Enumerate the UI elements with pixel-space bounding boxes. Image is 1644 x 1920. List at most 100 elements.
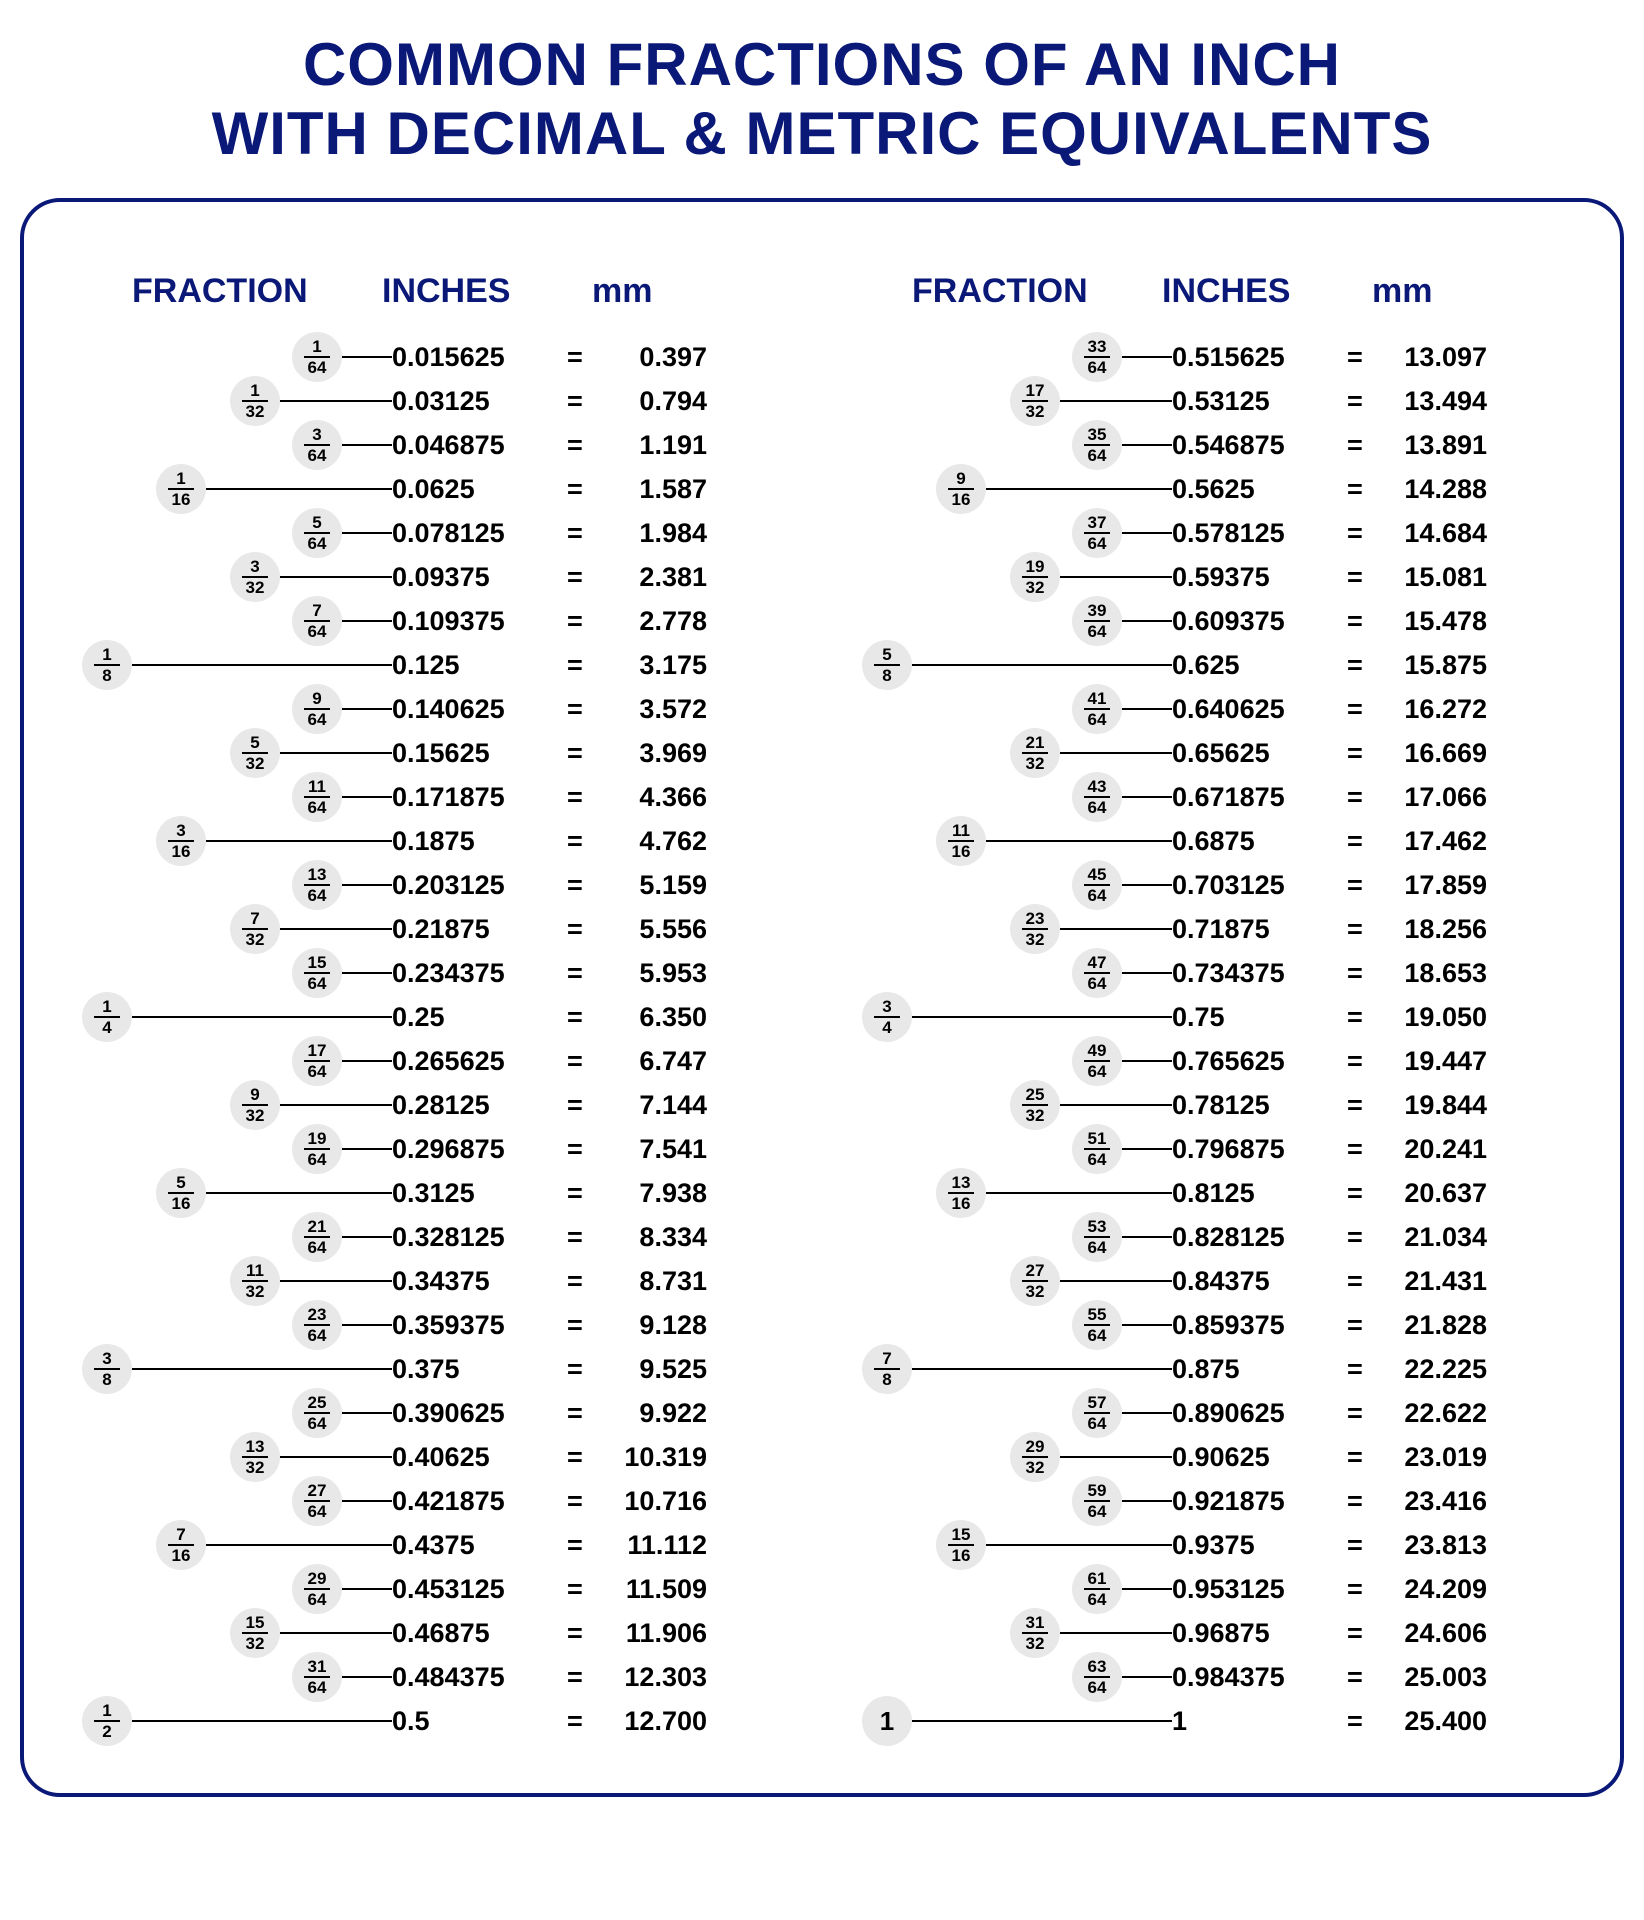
- equals-sign: =: [567, 650, 597, 681]
- fraction-pill: 2732: [1010, 1256, 1060, 1306]
- inches-value: 0.015625: [392, 342, 567, 373]
- conversion-row: 11160.6875=17.462: [852, 819, 1572, 863]
- equals-sign: =: [1347, 1178, 1377, 1209]
- inches-value: 0.109375: [392, 606, 567, 637]
- mm-value: 8.731: [597, 1266, 707, 1297]
- fraction-pill: 2764: [292, 1476, 342, 1526]
- equals-sign: =: [567, 474, 597, 505]
- conversion-row: 1640.015625=0.397: [72, 335, 792, 379]
- equals-sign: =: [567, 430, 597, 461]
- equals-sign: =: [567, 1662, 597, 1693]
- mm-value: 10.716: [597, 1486, 707, 1517]
- inches-value: 0.078125: [392, 518, 567, 549]
- mm-value: 11.112: [597, 1530, 707, 1561]
- mm-value: 15.081: [1377, 562, 1487, 593]
- conversion-row: 120.5=12.700: [72, 1699, 792, 1743]
- inches-value: 0.96875: [1172, 1618, 1347, 1649]
- equals-sign: =: [567, 782, 597, 813]
- fraction-pill: 2532: [1010, 1080, 1060, 1130]
- inches-value: 0.3125: [392, 1178, 567, 1209]
- equals-sign: =: [1347, 1310, 1377, 1341]
- mm-value: 9.922: [597, 1398, 707, 1429]
- fraction-pill: 3164: [292, 1652, 342, 1702]
- conversion-row: 31640.484375=12.303: [72, 1655, 792, 1699]
- inches-value: 0.734375: [1172, 958, 1347, 989]
- conversion-row: 37640.578125=14.684: [852, 511, 1572, 555]
- conversion-row: 33640.515625=13.097: [852, 335, 1572, 379]
- equals-sign: =: [567, 826, 597, 857]
- equals-sign: =: [1347, 1266, 1377, 1297]
- fraction-pill: 132: [230, 376, 280, 426]
- inches-value: 0.71875: [1172, 914, 1347, 945]
- mm-value: 7.144: [597, 1090, 707, 1121]
- mm-value: 15.478: [1377, 606, 1487, 637]
- header-mm: mm: [572, 272, 792, 311]
- equals-sign: =: [1347, 386, 1377, 417]
- fraction-pill: 732: [230, 904, 280, 954]
- mm-value: 13.891: [1377, 430, 1487, 461]
- inches-value: 0.53125: [1172, 386, 1347, 417]
- equals-sign: =: [1347, 1002, 1377, 1033]
- equals-sign: =: [1347, 694, 1377, 725]
- conversion-row: 29640.453125=11.509: [72, 1567, 792, 1611]
- equals-sign: =: [567, 1706, 597, 1737]
- inches-value: 0.609375: [1172, 606, 1347, 637]
- fraction-pill: 3964: [1072, 596, 1122, 646]
- inches-value: 0.265625: [392, 1046, 567, 1077]
- equals-sign: =: [1347, 1662, 1377, 1693]
- mm-value: 20.241: [1377, 1134, 1487, 1165]
- conversion-row: 47640.734375=18.653: [852, 951, 1572, 995]
- equals-sign: =: [567, 606, 597, 637]
- conversion-row: 25640.390625=9.922: [72, 1391, 792, 1435]
- mm-value: 11.906: [597, 1618, 707, 1649]
- inches-value: 0.1875: [392, 826, 567, 857]
- mm-value: 6.747: [597, 1046, 707, 1077]
- conversion-row: 13640.203125=5.159: [72, 863, 792, 907]
- inches-value: 0.140625: [392, 694, 567, 725]
- mm-value: 21.034: [1377, 1222, 1487, 1253]
- inches-value: 0.171875: [392, 782, 567, 813]
- fraction-pill: 4364: [1072, 772, 1122, 822]
- fraction-pill: 2332: [1010, 904, 1060, 954]
- fraction-pill: 116: [156, 464, 206, 514]
- conversion-row: 3160.1875=4.762: [72, 819, 792, 863]
- mm-value: 7.938: [597, 1178, 707, 1209]
- mm-value: 1.984: [597, 518, 707, 549]
- conversion-row: 19640.296875=7.541: [72, 1127, 792, 1171]
- inches-value: 0.34375: [392, 1266, 567, 1297]
- fraction-pill: 516: [156, 1168, 206, 1218]
- fraction-pill: 12: [82, 1696, 132, 1746]
- column-headers: FRACTIONINCHESmm: [852, 272, 1572, 311]
- fraction-pill: 1164: [292, 772, 342, 822]
- equals-sign: =: [1347, 1618, 1377, 1649]
- inches-value: 0.0625: [392, 474, 567, 505]
- inches-value: 0.859375: [1172, 1310, 1347, 1341]
- fraction-pill: 916: [936, 464, 986, 514]
- mm-value: 21.828: [1377, 1310, 1487, 1341]
- mm-value: 0.794: [597, 386, 707, 417]
- fraction-pill: 1932: [1010, 552, 1060, 602]
- conversion-row: 5640.078125=1.984: [72, 511, 792, 555]
- equals-sign: =: [567, 1486, 597, 1517]
- mm-value: 8.334: [597, 1222, 707, 1253]
- fraction-pill: 5364: [1072, 1212, 1122, 1262]
- mm-value: 22.225: [1377, 1354, 1487, 1385]
- mm-value: 19.050: [1377, 1002, 1487, 1033]
- column-headers: FRACTIONINCHESmm: [72, 272, 792, 311]
- inches-value: 0.359375: [392, 1310, 567, 1341]
- mm-value: 3.572: [597, 694, 707, 725]
- equals-sign: =: [567, 694, 597, 725]
- mm-value: 5.159: [597, 870, 707, 901]
- equals-sign: =: [567, 1134, 597, 1165]
- conversion-row: 43640.671875=17.066: [852, 775, 1572, 819]
- equals-sign: =: [567, 1574, 597, 1605]
- inches-value: 0.484375: [392, 1662, 567, 1693]
- inches-value: 0.78125: [1172, 1090, 1347, 1121]
- inches-value: 0.8125: [1172, 1178, 1347, 1209]
- conversion-row: 63640.984375=25.003: [852, 1655, 1572, 1699]
- conversion-row: 49640.765625=19.447: [852, 1039, 1572, 1083]
- inches-value: 0.5625: [1172, 474, 1347, 505]
- equals-sign: =: [567, 1266, 597, 1297]
- conversion-row: 23640.359375=9.128: [72, 1303, 792, 1347]
- mm-value: 5.556: [597, 914, 707, 945]
